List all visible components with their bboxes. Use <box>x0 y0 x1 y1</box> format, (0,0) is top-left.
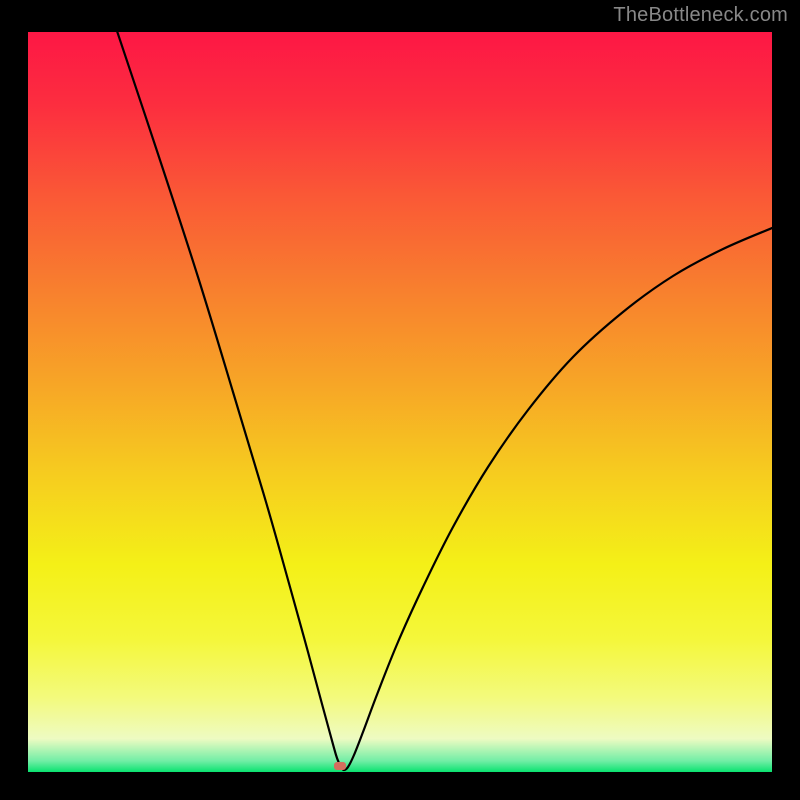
frame-bottom <box>0 772 800 800</box>
plot-area <box>28 32 772 772</box>
frame-left <box>0 0 28 800</box>
bottleneck-curve <box>28 32 772 772</box>
watermark-text: TheBottleneck.com <box>613 4 788 27</box>
optimal-point-marker <box>334 762 346 770</box>
frame-right <box>772 0 800 800</box>
